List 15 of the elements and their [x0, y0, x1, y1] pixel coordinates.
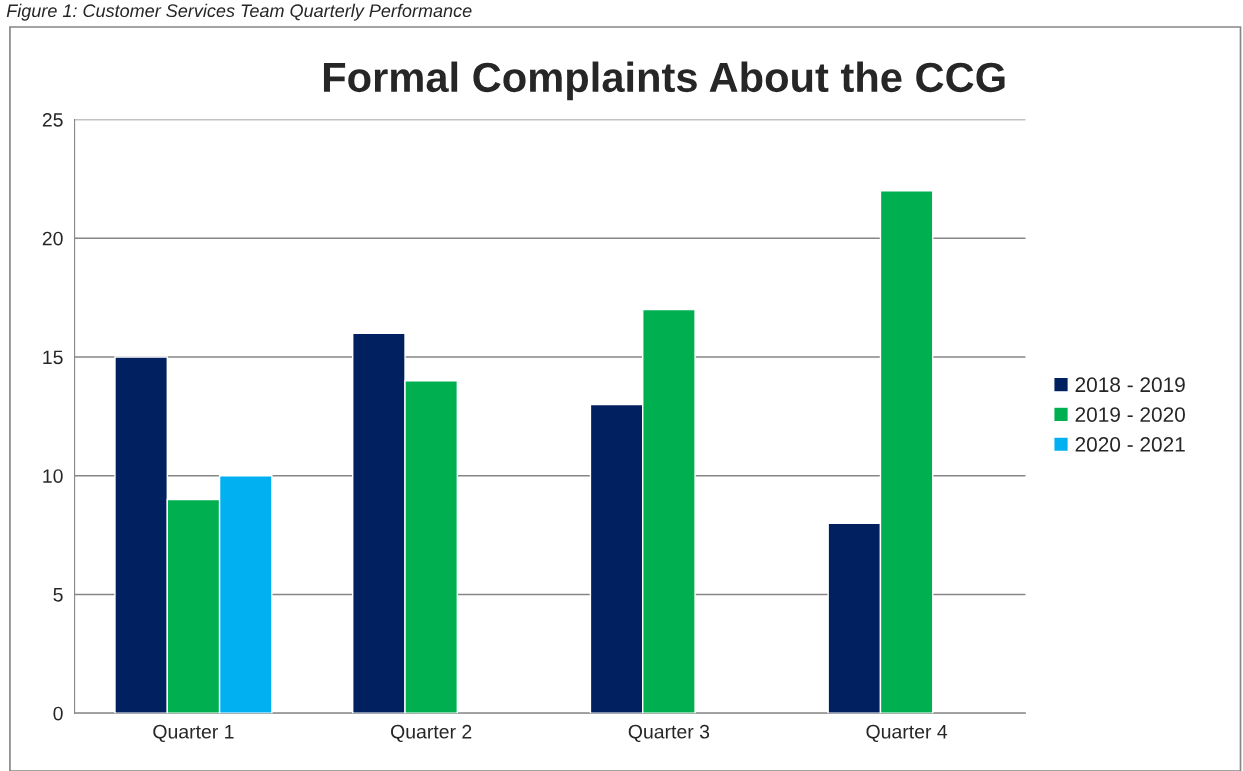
x-tick-label: Quarter 2: [391, 724, 472, 743]
caption: Figure 1: Customer Services Team Quarterly Performance: [6, 3, 472, 21]
y-tick-label: 20: [42, 231, 63, 246]
y-tick-label: 15: [43, 350, 63, 365]
x-tick-label: Quarter 1: [153, 724, 234, 743]
x-tick-label: Quarter 3: [628, 724, 710, 743]
y-tick-label: 0: [53, 706, 63, 721]
legend-label: 2019 - 2020: [1075, 407, 1185, 422]
y-tick-label: 5: [53, 588, 63, 602]
legend-label: 2018 - 2019: [1075, 377, 1185, 393]
y-tick-label: 25: [42, 112, 63, 127]
legend-label: 2020 - 2021: [1075, 437, 1185, 452]
x-tick-label: Quarter 4: [866, 724, 948, 743]
y-tick-label: 10: [43, 469, 63, 483]
chart-title: Formal Complaints About the CCG: [323, 61, 1005, 101]
